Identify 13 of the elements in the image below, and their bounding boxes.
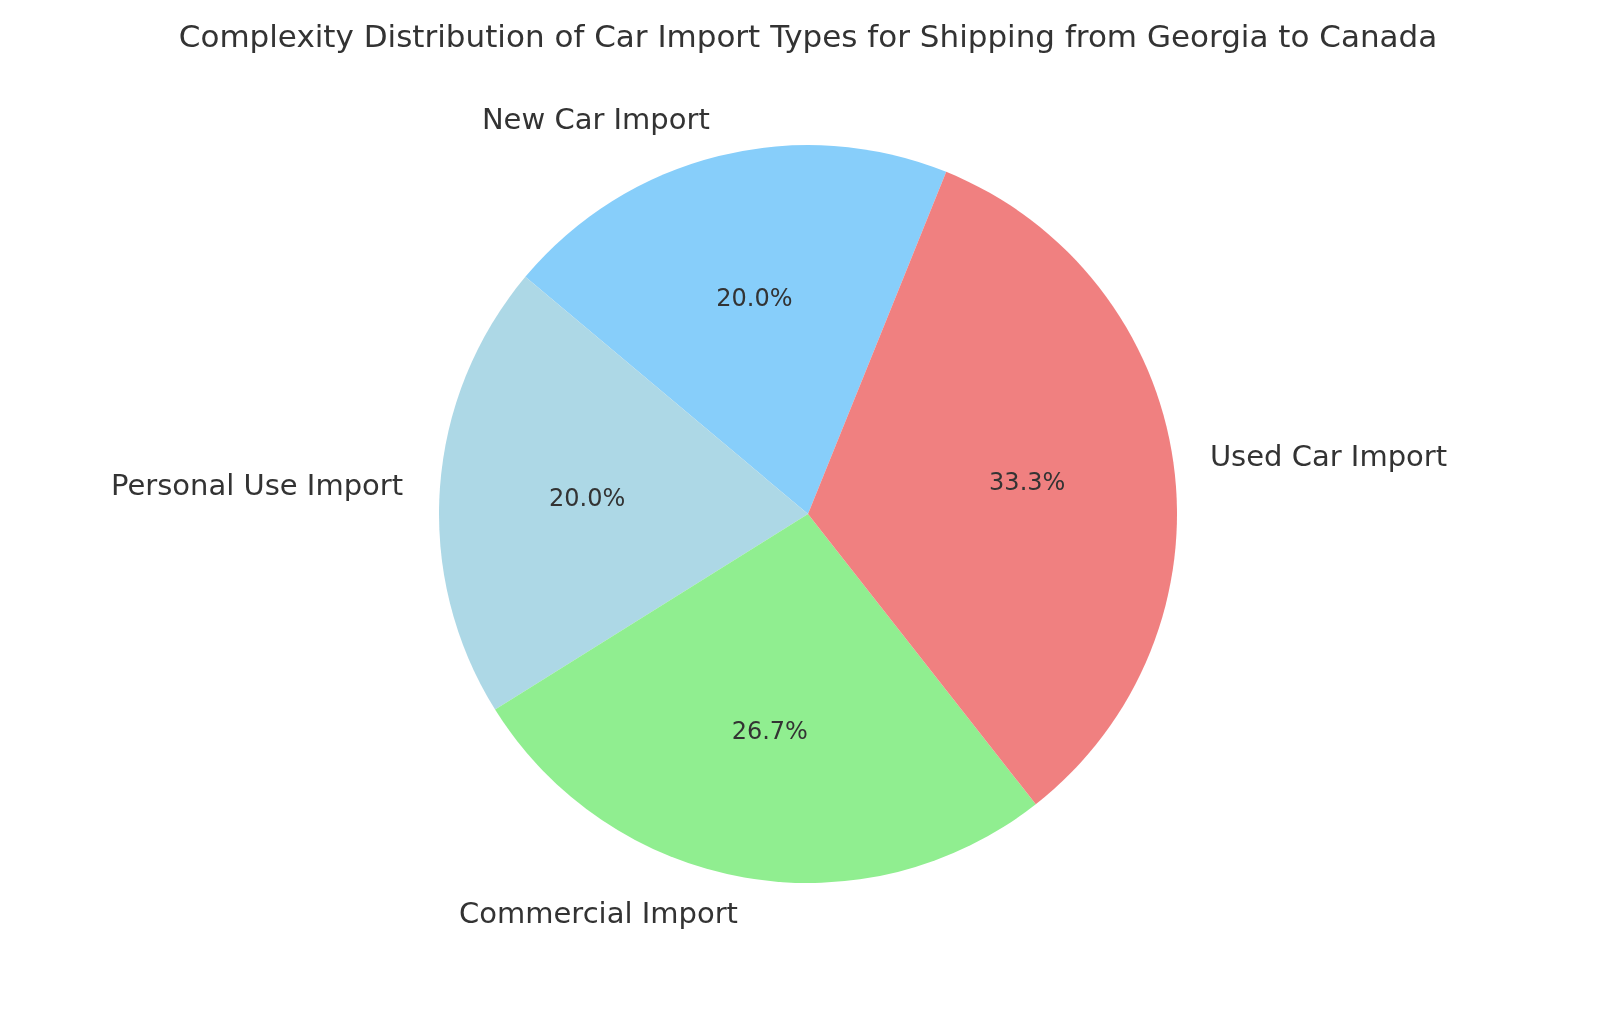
slice-label: Used Car Import xyxy=(1209,439,1448,474)
chart-title: Complexity Distribution of Car Import Types for Shipping from Georgia to Canada xyxy=(178,18,1438,54)
data-label: 33.3% xyxy=(989,467,1066,496)
data-label: 26.7% xyxy=(731,717,808,746)
data-label: 20.0% xyxy=(549,483,626,512)
pie-slice xyxy=(495,514,1036,883)
data-label: 20.0% xyxy=(716,284,793,313)
slice-label: New Car Import xyxy=(481,102,710,137)
slice-label: Commercial Import xyxy=(459,895,738,930)
pie-slice xyxy=(525,145,947,514)
slice-label: Personal Use Import xyxy=(110,467,404,502)
pie-slice xyxy=(808,171,1177,805)
pie-slice xyxy=(439,276,808,710)
